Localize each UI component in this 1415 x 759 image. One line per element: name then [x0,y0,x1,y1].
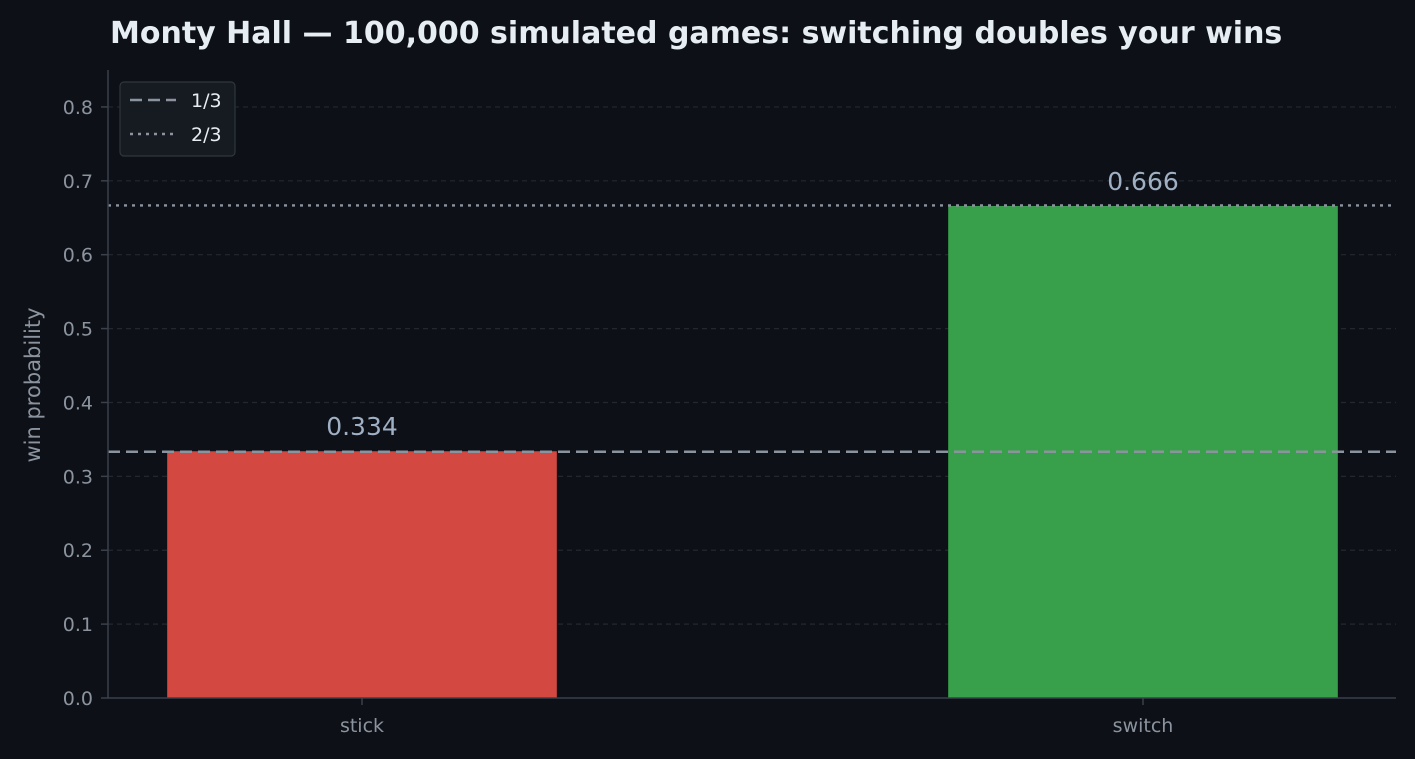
y-tick-label: 0.8 [63,97,93,119]
x-tick-label: stick [340,715,384,737]
legend: 1/3 2/3 [119,81,236,157]
bar-stick [167,451,557,698]
y-tick-label: 0.4 [63,392,93,414]
axes: 0.0 0.1 0.2 0.3 0.4 0.5 0.6 0.7 0.8 stick switch [63,70,1396,737]
y-tick-label: 0.1 [63,614,93,636]
y-tick-label: 0.7 [63,171,93,193]
value-labels: 0.334 0.666 [326,167,1179,441]
chart-title: Monty Hall — 100,000 simulated games: sw… [110,16,1282,51]
y-tick-label: 0.5 [63,319,93,341]
value-label: 0.334 [326,412,398,441]
x-tick-label: switch [1113,715,1174,737]
y-tick-label: 0.3 [63,466,93,488]
value-label: 0.666 [1107,167,1179,196]
y-axis-label: win probability [21,307,45,462]
legend-label: 2/3 [191,124,222,146]
legend-label: 1/3 [191,90,222,112]
reference-lines [108,204,1396,453]
y-tick-label: 0.6 [63,245,93,267]
y-tick-label: 0.0 [63,688,93,710]
y-tick-label: 0.2 [63,540,93,562]
